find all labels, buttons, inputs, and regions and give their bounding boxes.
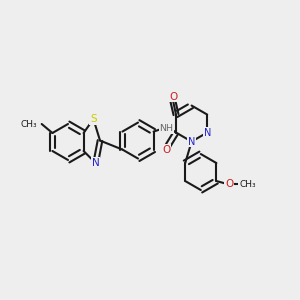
Text: O: O <box>169 92 177 102</box>
Text: CH₃: CH₃ <box>20 119 37 128</box>
Text: N: N <box>203 128 211 138</box>
Text: NH: NH <box>160 124 174 133</box>
Text: S: S <box>90 114 97 124</box>
Text: N: N <box>92 158 100 168</box>
Text: O: O <box>225 179 233 189</box>
Text: O: O <box>162 145 170 154</box>
Text: CH₃: CH₃ <box>239 179 256 188</box>
Text: N: N <box>188 136 195 147</box>
